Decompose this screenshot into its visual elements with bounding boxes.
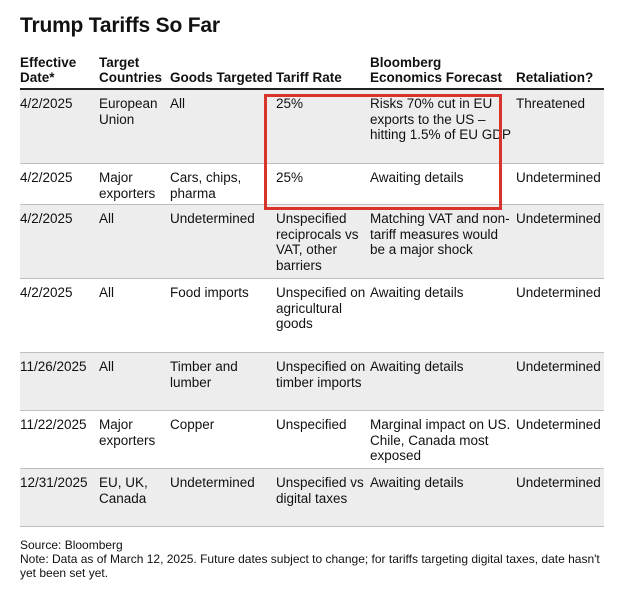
cell-rate: Unspecified on agricultural goods (276, 285, 366, 331)
header-target-countries: Target Countries (99, 55, 163, 85)
table-row: 12/31/2025 EU, UK, Canada Undetermined U… (20, 469, 604, 527)
cell-rate: 25% (276, 170, 304, 185)
source-note: Source: Bloomberg Note: Data as of March… (20, 538, 610, 580)
header-tariff-rate: Tariff Rate (276, 70, 342, 85)
cell-date: 12/31/2025 (20, 475, 88, 490)
cell-forecast: Marginal impact on US. Chile, Canada mos… (370, 417, 511, 463)
cell-date: 4/2/2025 (20, 211, 73, 226)
cell-countries: All (99, 285, 115, 300)
header-goods-targeted: Goods Targeted (170, 70, 273, 85)
cell-retaliation: Undetermined (516, 359, 601, 374)
cell-retaliation: Undetermined (516, 211, 601, 226)
cell-date: 4/2/2025 (20, 285, 73, 300)
cell-rate: 25% (276, 96, 304, 111)
cell-goods: Timber and lumber (170, 359, 238, 390)
cell-countries: Major exporters (99, 170, 156, 201)
table-header: Effective Date* Target Countries Goods T… (20, 55, 604, 90)
header-retaliation: Retaliation? (516, 70, 594, 85)
cell-retaliation: Threatened (516, 96, 586, 111)
cell-forecast: Matching VAT and non-tariff measures wou… (370, 211, 510, 257)
cell-goods: Undetermined (170, 475, 255, 490)
source-text: Source: Bloomberg (20, 538, 123, 552)
note-text: Note: Data as of March 12, 2025. Future … (20, 552, 600, 580)
tariffs-table: Effective Date* Target Countries Goods T… (20, 55, 604, 527)
cell-countries: Major exporters (99, 417, 156, 448)
cell-date: 4/2/2025 (20, 170, 73, 185)
table-row: 4/2/2025 All Food imports Unspecified on… (20, 279, 604, 353)
header-forecast: Bloomberg Economics Forecast (370, 55, 503, 85)
page-title: Trump Tariffs So Far (20, 14, 220, 37)
cell-date: 11/22/2025 (20, 417, 87, 432)
cell-goods: Undetermined (170, 211, 255, 226)
table-row: 11/26/2025 All Timber and lumber Unspeci… (20, 353, 604, 411)
cell-forecast: Awaiting details (370, 285, 464, 300)
cell-countries: All (99, 359, 115, 374)
cell-retaliation: Undetermined (516, 475, 601, 490)
header-effective-date: Effective Date* (20, 55, 77, 85)
cell-retaliation: Undetermined (516, 170, 601, 185)
cell-rate: Unspecified on timber imports (276, 359, 366, 390)
cell-goods: Cars, chips, pharma (170, 170, 242, 201)
cell-forecast: Risks 70% cut in EU exports to the US – … (370, 96, 512, 142)
cell-rate: Unspecified (276, 417, 347, 432)
cell-goods: All (170, 96, 186, 111)
cell-countries: EU, UK, Canada (99, 475, 148, 506)
cell-countries: All (99, 211, 115, 226)
cell-retaliation: Undetermined (516, 285, 601, 300)
cell-date: 4/2/2025 (20, 96, 73, 111)
cell-forecast: Awaiting details (370, 170, 464, 185)
table-row: 4/2/2025 Major exporters Cars, chips, ph… (20, 164, 604, 205)
table-row: 11/22/2025 Major exporters Copper Unspec… (20, 411, 604, 469)
cell-date: 11/26/2025 (20, 359, 87, 374)
cell-forecast: Awaiting details (370, 359, 464, 374)
cell-rate: Unspecified vs digital taxes (276, 475, 364, 506)
cell-rate: Unspecified reciprocals vs VAT, other ba… (276, 211, 359, 273)
table-row: 4/2/2025 European Union All 25% Risks 70… (20, 90, 604, 164)
cell-goods: Food imports (170, 285, 249, 300)
cell-countries: European Union (99, 96, 158, 127)
cell-retaliation: Undetermined (516, 417, 601, 432)
cell-goods: Copper (170, 417, 215, 432)
table-row: 4/2/2025 All Undetermined Unspecified re… (20, 205, 604, 279)
cell-forecast: Awaiting details (370, 475, 464, 490)
